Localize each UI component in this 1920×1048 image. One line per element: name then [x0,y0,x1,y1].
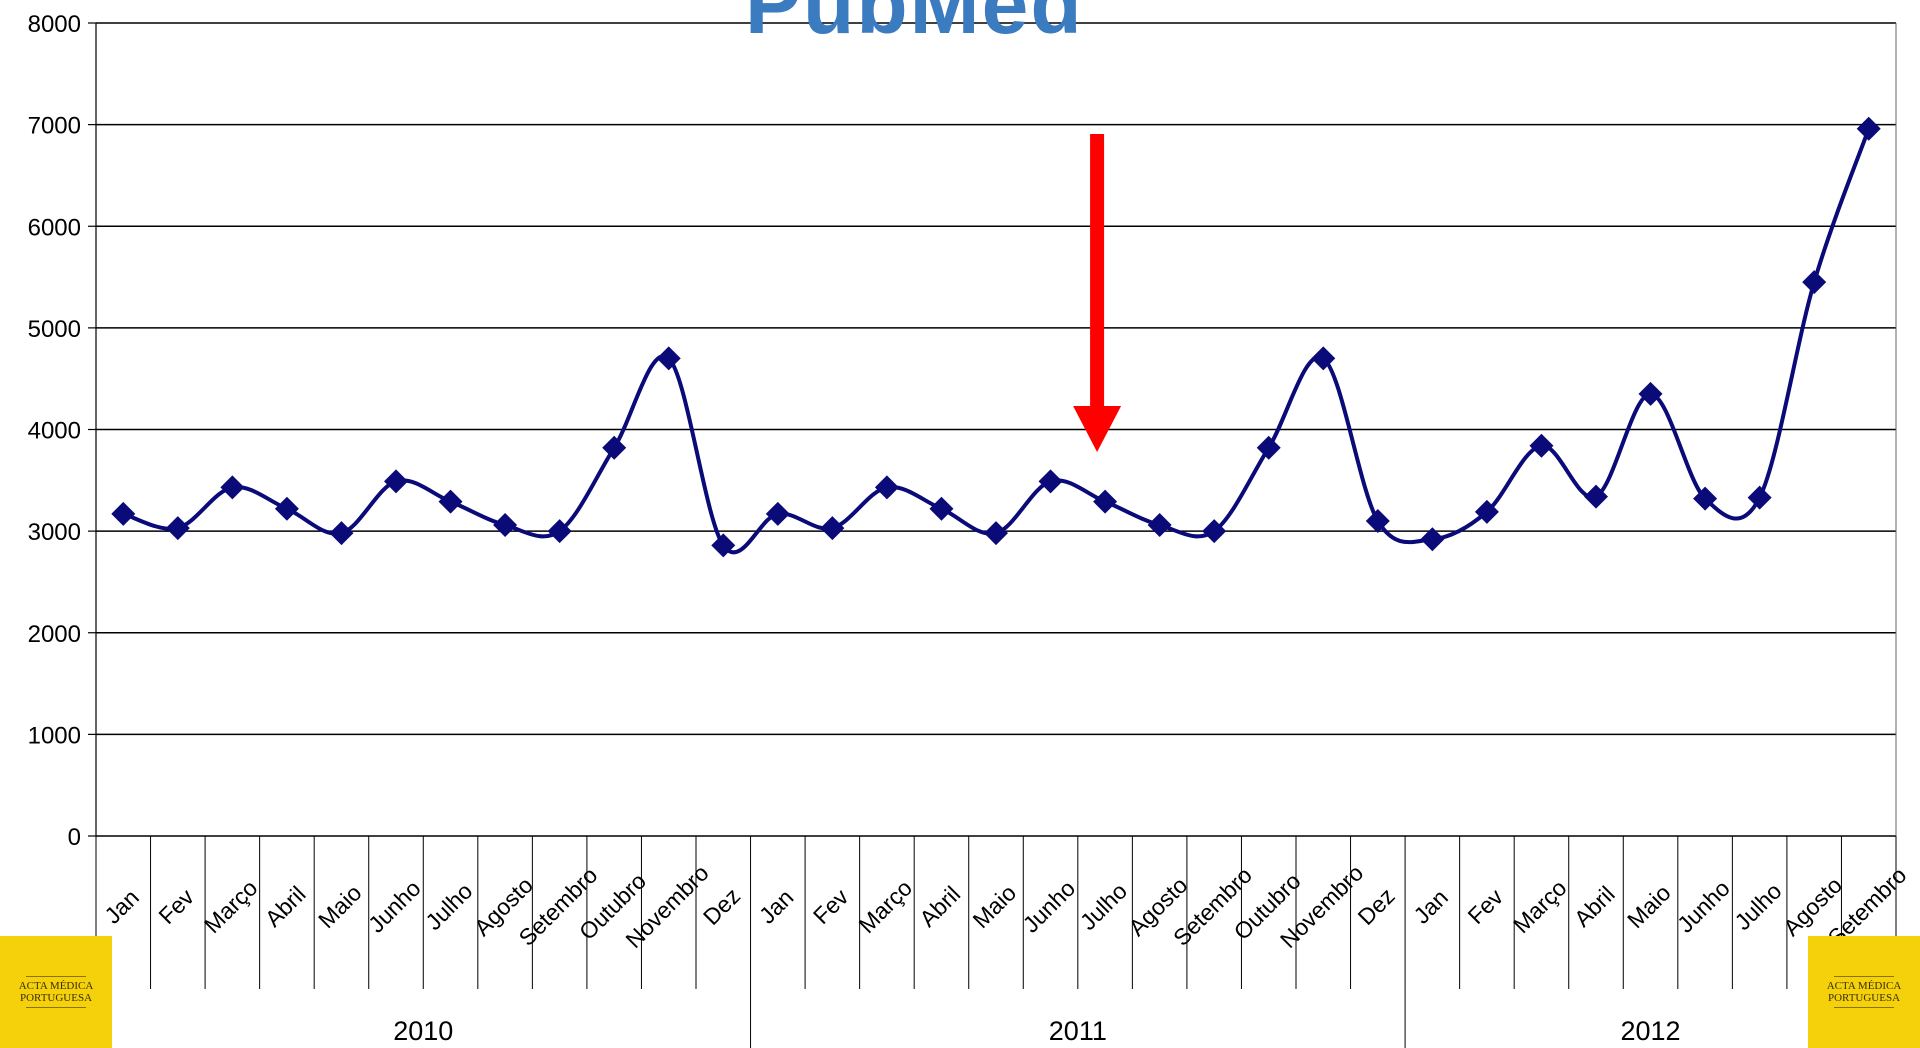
acta-medica-badge-left: ACTA MÉDICA PORTUGUESA [0,936,112,1048]
month-label: Jan [754,884,799,929]
data-point-marker [1365,508,1390,533]
annotation-arrow-head [1073,406,1122,452]
month-label: Abril [1569,881,1620,932]
badge-title: ACTA MÉDICA PORTUGUESA [1826,980,1902,1004]
data-point-marker [220,475,245,500]
data-point-marker [874,475,899,500]
data-point-marker [1474,499,1499,524]
month-label: Abril [914,881,965,932]
data-point-marker [1638,381,1663,406]
acta-medica-badge-right: ACTA MÉDICA PORTUGUESA [1808,936,1920,1048]
month-label: Julho [1729,878,1786,935]
month-label: Fev [808,883,854,929]
month-label: Março [1508,875,1572,939]
year-label: 2012 [1621,1016,1681,1046]
data-point-marker [1093,489,1118,514]
data-point-marker [384,469,408,494]
data-point-marker [438,489,463,514]
annotation-arrow-shaft [1090,134,1105,410]
month-label: Dez [698,883,745,930]
data-point-marker [547,519,572,544]
month-label: Abril [260,881,311,932]
data-point-marker [1147,513,1172,538]
month-label: Julho [1075,878,1132,935]
data-point-marker [765,501,790,526]
data-point-marker [1311,346,1336,371]
y-tick-label: 7000 [28,113,81,140]
data-point-marker [111,501,136,526]
month-label: Dez [1353,883,1400,930]
data-point-marker [656,346,681,371]
y-tick-label: 5000 [28,316,81,343]
badge-rule [26,1007,86,1008]
month-label: Maio [1622,880,1676,934]
month-label: Junho [363,875,426,938]
data-point-marker [165,516,190,541]
month-label: Julho [420,878,477,935]
month-label: Junho [1672,875,1735,938]
pubmed-logo-text: PubMed [745,0,1084,51]
year-label: 2011 [1049,1016,1107,1046]
data-point-marker [274,496,299,521]
pubmed-logo: PubMed [745,0,1205,56]
data-point-marker [1747,485,1772,510]
y-tick-label: 2000 [28,621,81,648]
month-label: Jan [1408,884,1453,929]
data-point-marker [1202,519,1227,544]
data-point-marker [329,521,354,546]
data-point-marker [1693,486,1718,511]
series-line [122,128,1871,555]
y-tick-label: 1000 [28,722,81,749]
month-label: Junho [1018,875,1081,938]
data-point-marker [1584,484,1608,509]
y-tick-label: 6000 [28,214,81,241]
y-tick-label: 0 [68,824,81,851]
y-tick-label: 3000 [28,519,81,546]
data-point-marker [1038,469,1063,494]
data-point-marker [820,516,845,541]
y-tick-label: 8000 [28,11,81,38]
month-label: Março [199,875,263,939]
data-point-marker [493,513,518,538]
badge-title: ACTA MÉDICA PORTUGUESA [18,980,94,1004]
data-point-marker [1529,433,1554,458]
badge-rule [26,976,86,977]
data-point-marker [1420,527,1445,552]
badge-rule [1834,1007,1894,1008]
month-label: Jan [99,884,144,929]
month-label: Maio [313,880,367,934]
data-point-marker [1256,435,1281,460]
data-point-marker [711,533,736,558]
badge-rule [1834,976,1894,977]
month-label: Maio [968,880,1022,934]
data-point-marker [602,435,627,460]
data-point-marker [1856,116,1881,141]
month-label: Fev [1463,883,1509,929]
data-point-marker [1802,270,1827,295]
month-label: Março [853,875,917,939]
year-label: 2010 [393,1016,453,1046]
month-label: Fev [153,883,199,929]
data-point-marker [984,521,1008,546]
y-tick-label: 4000 [28,418,81,445]
data-point-marker [929,496,954,521]
